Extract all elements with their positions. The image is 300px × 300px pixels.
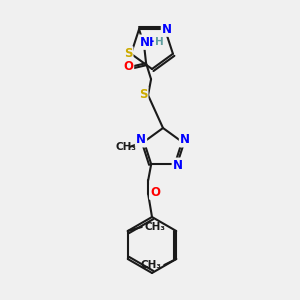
Text: S: S [124,47,132,60]
Text: O: O [150,186,160,199]
Text: N: N [173,159,183,172]
Text: N: N [162,23,172,36]
Text: CH₃: CH₃ [145,222,166,232]
Text: O: O [123,60,133,73]
Text: N: N [136,133,146,146]
Text: H: H [155,37,164,47]
Text: CH₃: CH₃ [116,142,136,152]
Text: S: S [139,88,147,101]
Text: N: N [180,133,190,146]
Text: CH₃: CH₃ [140,260,161,270]
Text: NH: NH [140,36,160,49]
